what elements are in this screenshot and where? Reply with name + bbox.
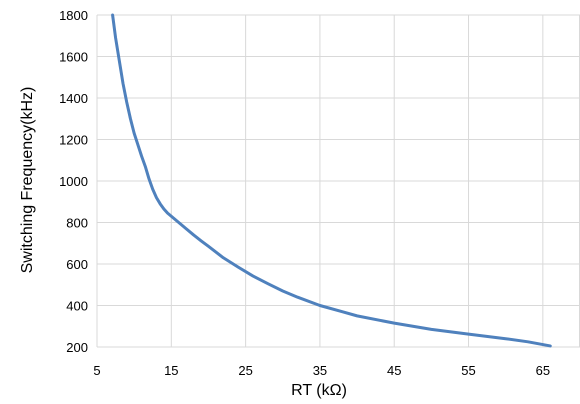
x-axis-label: RT (kΩ): [291, 382, 347, 399]
x-tick-label: 35: [313, 363, 327, 378]
x-tick-label: 65: [536, 363, 550, 378]
x-tick-labels: 5 15 25 35 45 55 65: [93, 363, 550, 378]
y-tick-label: 1000: [59, 174, 88, 189]
y-axis-label: Switching Frequency(kHz): [19, 87, 36, 274]
x-tick-label: 45: [387, 363, 401, 378]
y-tick-label: 1400: [59, 91, 88, 106]
x-tick-label: 5: [93, 363, 100, 378]
y-tick-labels: 200 400 600 800 1000 1200 1400 1600 1800: [59, 8, 88, 355]
y-tick-label: 1600: [59, 50, 88, 65]
grid: [96, 14, 580, 348]
x-tick-label: 55: [461, 363, 475, 378]
series-group: [111, 13, 552, 348]
x-tick-label: 25: [238, 363, 252, 378]
y-tick-label: 1800: [59, 8, 88, 23]
y-tick-label: 400: [66, 299, 88, 314]
x-tick-label: 15: [164, 363, 178, 378]
y-tick-label: 800: [66, 216, 88, 231]
y-tick-label: 1200: [59, 133, 88, 148]
series-line: [111, 13, 552, 348]
y-tick-label: 600: [66, 257, 88, 272]
y-tick-label: 200: [66, 340, 88, 355]
